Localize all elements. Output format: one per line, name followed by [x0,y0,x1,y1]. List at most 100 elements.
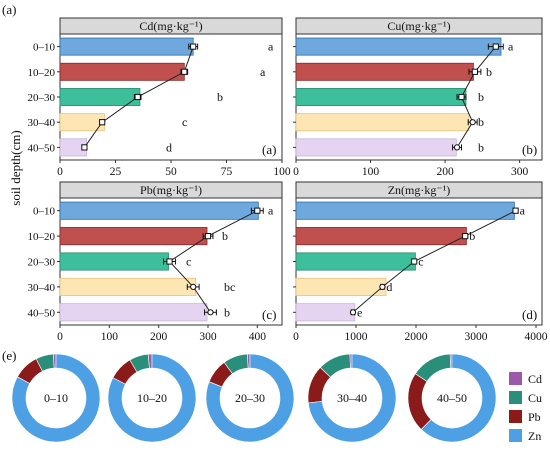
donut-slice-pb [208,361,233,388]
significance-letter: c [418,255,423,269]
bar [59,252,169,271]
donut-label: 30–40 [337,391,367,405]
bar [295,88,467,106]
figure-label-e: (e) [2,348,16,363]
bar [295,138,457,157]
significance-letter: a [508,40,514,54]
donut-slice-cu [129,353,150,373]
x-tick-label: 300 [511,166,529,178]
donut-label: 40–50 [437,391,467,405]
point [181,68,188,75]
y-tick-label: 20–30 [28,92,56,104]
point [453,144,461,151]
y-tick-label: 20–30 [28,257,56,269]
legend-label: Zn [528,429,541,443]
significance-letter: b [486,65,492,79]
x-tick-label: 1000 [345,331,368,343]
point [207,309,214,316]
bar [295,62,474,81]
donut-slice-cu [35,353,55,372]
point [462,233,469,240]
point [379,283,386,290]
bar [295,227,467,246]
bar [295,201,515,220]
panel-title: Zn(mg·kg⁻¹) [388,183,451,197]
x-tick-label: 0 [293,166,299,178]
x-tick-label: 0 [57,331,63,343]
x-tick-label: 4000 [525,331,548,343]
legend-swatch-pb [509,410,522,423]
y-tick-label: 10–20 [28,231,56,243]
x-tick-label: 100 [273,166,291,178]
donut-slice-pb [407,373,432,430]
x-tick-label: 25 [110,166,122,178]
point [458,93,465,101]
y-tick-label: 30–40 [28,117,56,129]
x-tick-label: 2000 [405,331,428,343]
donut-slice-zn [107,353,197,443]
legend-swatch-zn [509,429,522,442]
point [254,207,261,214]
y-tick-label: 0–10 [33,42,56,54]
significance-letter: bc [224,280,235,294]
significance-letter: d [166,140,172,154]
x-tick-label: 200 [150,331,168,343]
donut-label: 20–30 [235,391,265,405]
x-tick-label: 0 [293,331,299,343]
donut-slice-pb [112,359,138,385]
x-tick-label: 50 [165,166,177,178]
bar [295,303,356,322]
point [512,207,519,214]
y-tick-label: 0–10 [33,206,56,218]
bar [59,227,208,246]
donut-slice-cu [223,353,249,375]
donut-slice-zn [11,353,101,443]
x-tick-label: 400 [249,331,267,343]
significance-letter: e [357,305,362,319]
donut-row: 0–10 10–20 20–30 30–40 40–50 [11,353,497,443]
significance-letter: a [520,204,526,218]
panel-label: (c) [262,307,276,322]
bar [295,113,470,132]
donut-1: 10–20 [107,353,197,443]
point [411,258,418,265]
donut-slice-cu [319,353,351,378]
significance-letter: b [217,90,223,104]
point [204,233,212,240]
donut-slice-pb [17,358,43,384]
legend-label: Cu [528,391,542,405]
point [81,144,88,151]
y-tick-label: 40–50 [28,307,56,319]
point [134,93,141,101]
legend-swatch-cu [509,391,522,404]
panel-title: Cd(mg·kg⁻¹) [139,19,202,33]
legend-label: Cd [528,372,542,386]
y-tick-label: 40–50 [28,142,56,154]
significance-letter: c [186,255,191,269]
panel-d: Zn(mg·kg⁻¹) a b c d e (d) 0 1000 2000 3000 4000 [293,181,548,343]
point [492,43,499,50]
x-tick-label: 300 [199,331,217,343]
bar [295,277,387,296]
donut-4: 40–50 [407,353,497,443]
significance-letter: d [386,280,392,294]
x-tick-label: 75 [221,166,233,178]
significance-letter: b [224,305,230,319]
x-tick-label: 3000 [465,331,488,343]
point [166,258,173,265]
donut-0: 0–10 [11,353,101,443]
panel-title: Pb(mg·kg⁻¹) [140,183,202,197]
point [349,309,357,316]
bar [295,252,416,271]
y-axis-label: soil depth(cm) [8,130,23,205]
x-tick-label: 200 [436,166,454,178]
significance-letter: a [260,65,266,79]
bar [59,88,141,106]
legend: Cd Cu Pb Zn [509,372,542,443]
significance-letter: a [268,204,274,218]
significance-letter: a [268,40,274,54]
donut-slice-cu [414,353,451,382]
significance-letter: b [478,140,484,154]
